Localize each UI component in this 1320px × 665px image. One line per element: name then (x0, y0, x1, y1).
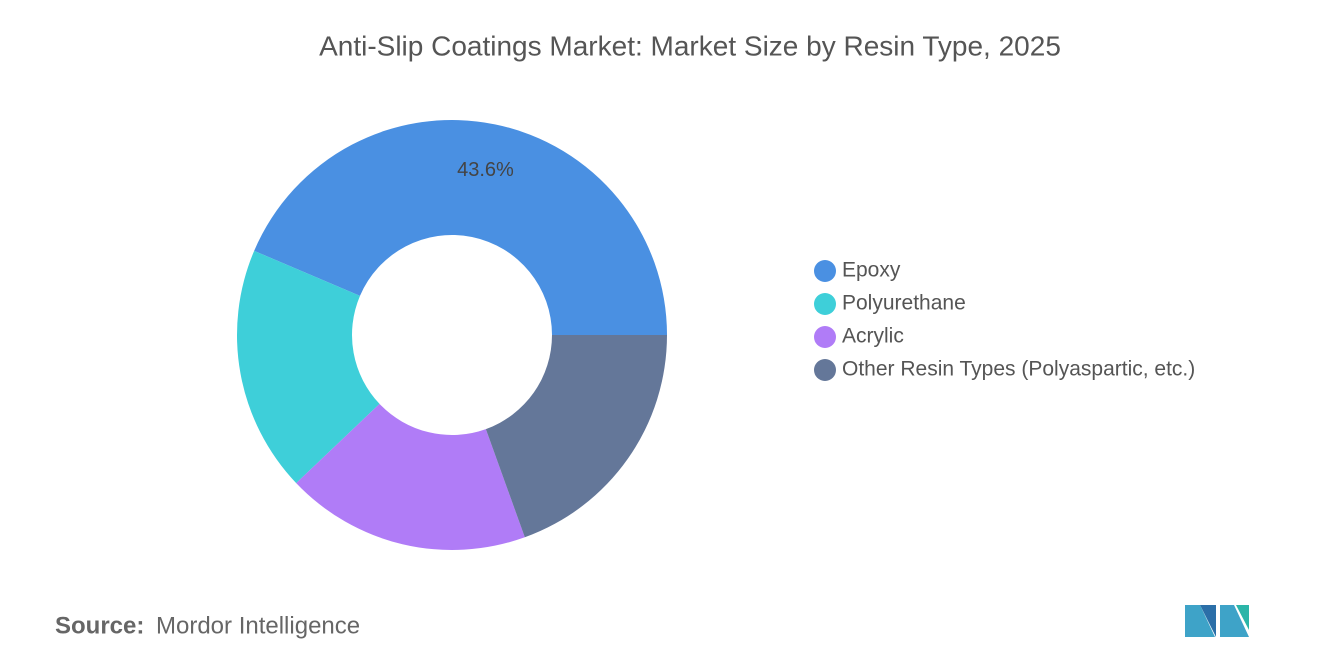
source-label: Source: (55, 612, 144, 639)
logo-shape (1200, 605, 1216, 637)
legend-marker (814, 293, 836, 315)
legend-marker (814, 326, 836, 348)
data-label: 43.6% (457, 159, 514, 181)
legend-label: Polyurethane (842, 292, 966, 315)
donut-slice (296, 403, 525, 550)
logo-shape (1185, 605, 1215, 637)
legend-marker (814, 359, 836, 381)
donut-slice (237, 250, 380, 484)
logo-shape (1220, 605, 1249, 637)
legend-marker (814, 260, 836, 282)
chart-title: Anti-Slip Coatings Market: Market Size b… (319, 30, 1061, 61)
donut-slice (485, 335, 667, 538)
logo (1185, 605, 1249, 637)
logo-shape (1236, 605, 1249, 630)
donut-slice (254, 119, 667, 335)
legend-label: Other Resin Types (Polyaspartic, etc.) (842, 358, 1195, 381)
source-text: Mordor Intelligence (156, 612, 360, 639)
legend-label: Acrylic (842, 325, 904, 348)
legend-label: Epoxy (842, 259, 901, 282)
